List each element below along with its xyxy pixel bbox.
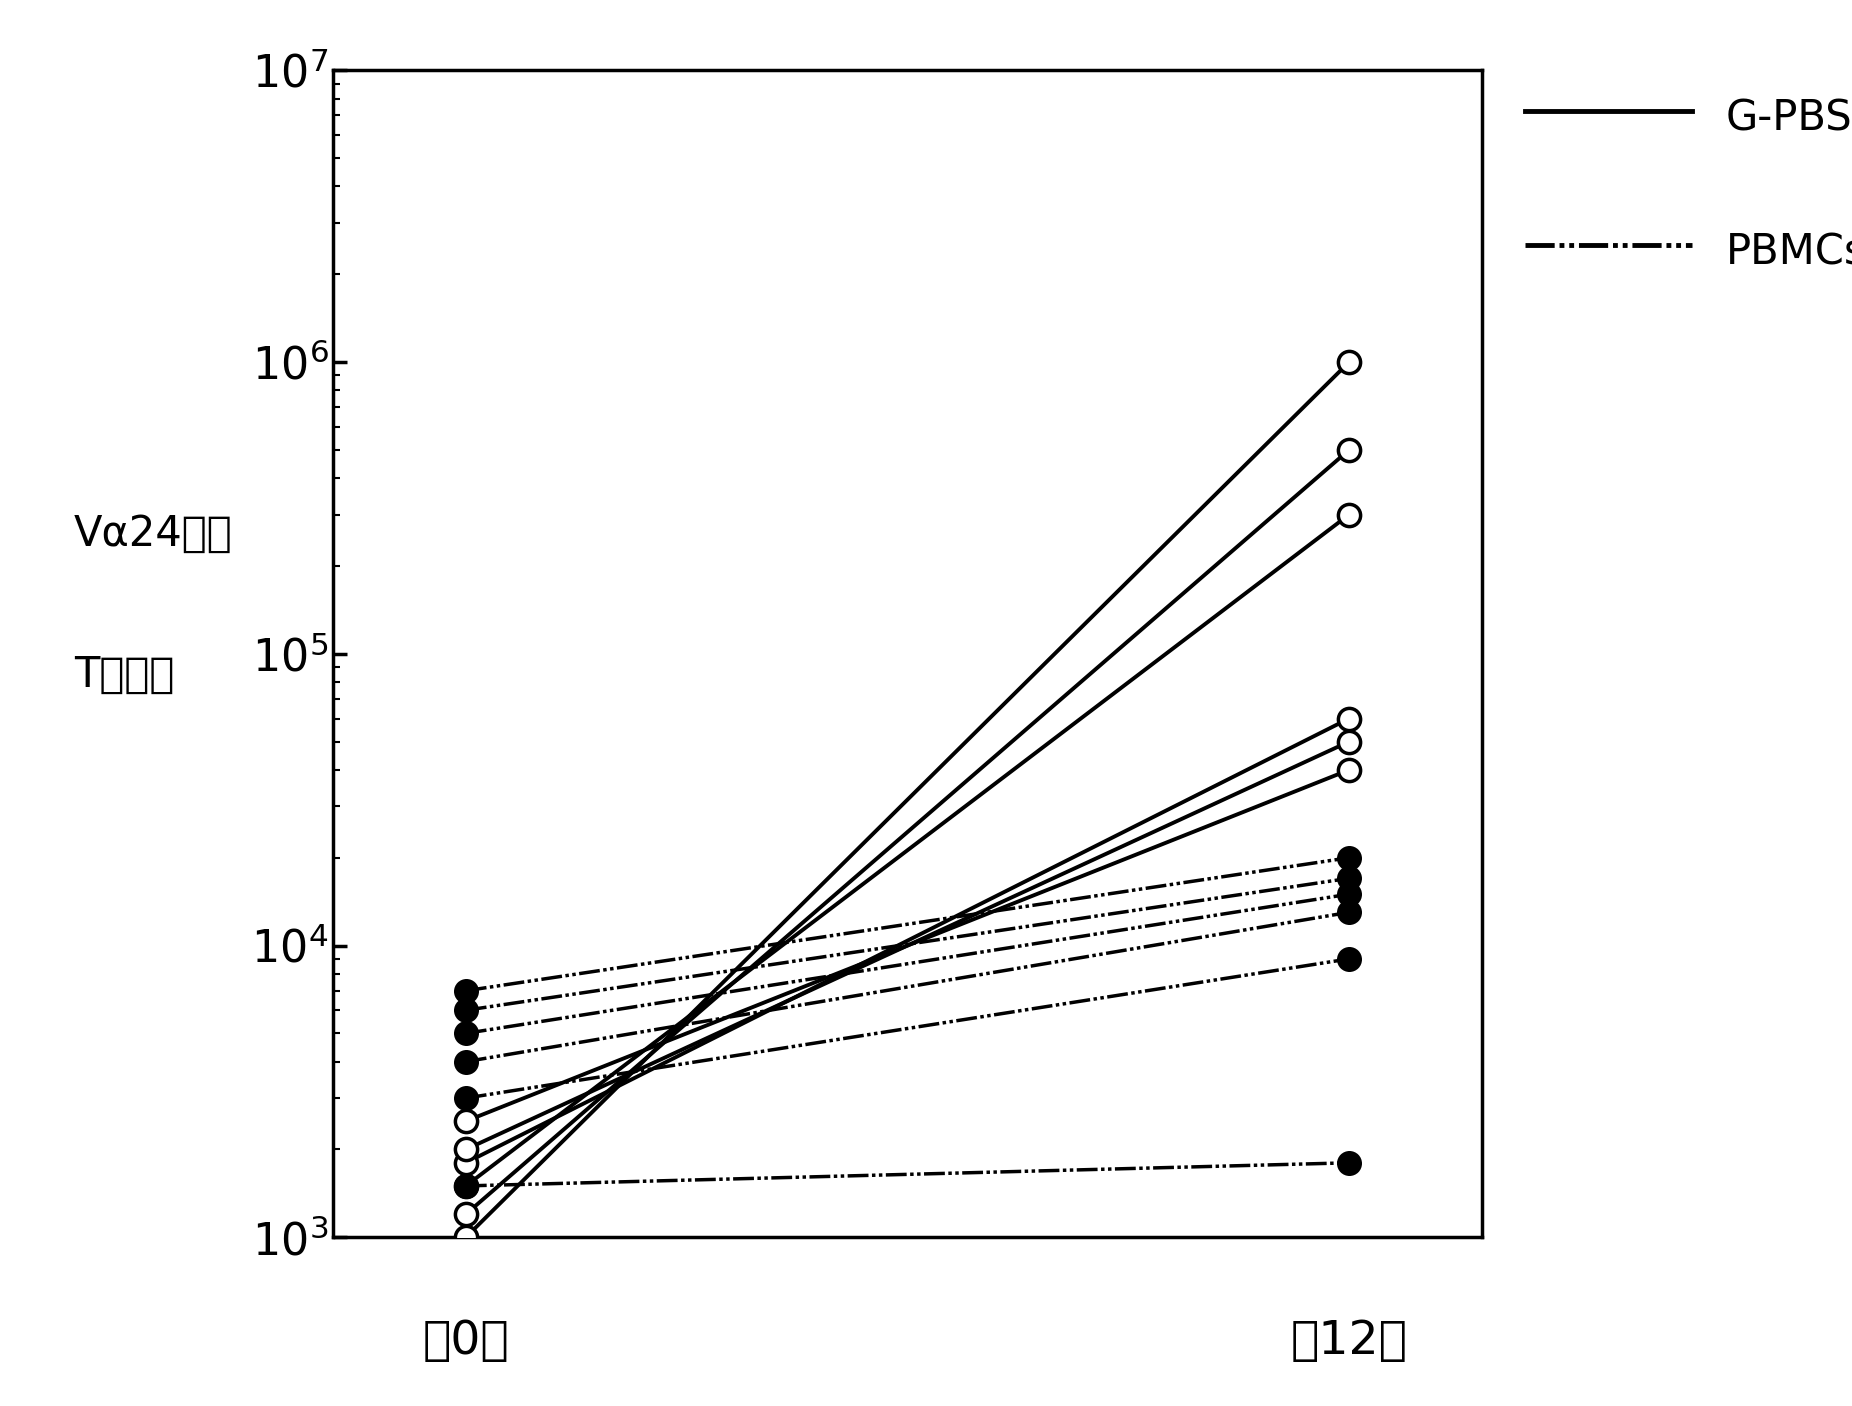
Text: Vα24阳性: Vα24阳性 <box>74 513 233 555</box>
Legend: G-PBSCs, PBMCs: G-PBSCs, PBMCs <box>1526 91 1852 276</box>
Text: T细胞数: T细胞数 <box>74 654 174 696</box>
Text: 第12天: 第12天 <box>1291 1319 1408 1364</box>
Text: 第0天: 第0天 <box>422 1319 509 1364</box>
